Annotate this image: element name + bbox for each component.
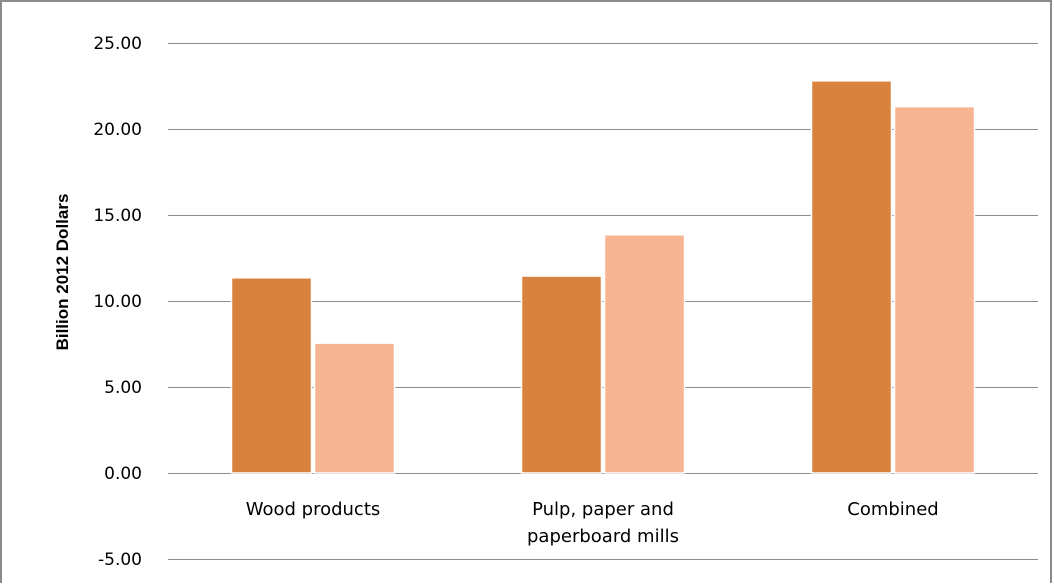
y-axis-title: Billion 2012 Dollars — [53, 194, 72, 351]
gridlines — [168, 43, 1038, 560]
y-tick-label: 20.00 — [93, 120, 142, 140]
y-tick-label: 5.00 — [104, 378, 142, 398]
bar — [893, 105, 976, 474]
bar — [520, 275, 603, 474]
y-tick-label: 15.00 — [93, 206, 142, 226]
y-tick-label: 10.00 — [93, 292, 142, 312]
bar — [230, 277, 313, 474]
bar — [810, 80, 893, 474]
category-label: Combined — [847, 499, 938, 520]
category-label: Pulp, paper and paperboard mills — [527, 499, 679, 547]
category-label: Wood products — [246, 499, 381, 520]
y-tick-label: 25.00 — [93, 34, 142, 54]
y-tick-labels: 25.00 20.00 15.00 10.00 5.00 0.00 -5.00 — [93, 34, 142, 570]
bar — [313, 342, 396, 474]
category-labels: Wood products Pulp, paper and paperboard m… — [246, 499, 939, 547]
y-tick-label: 0.00 — [104, 464, 142, 484]
y-tick-label: -5.00 — [98, 550, 142, 570]
bar — [603, 234, 686, 474]
bars — [230, 80, 976, 474]
